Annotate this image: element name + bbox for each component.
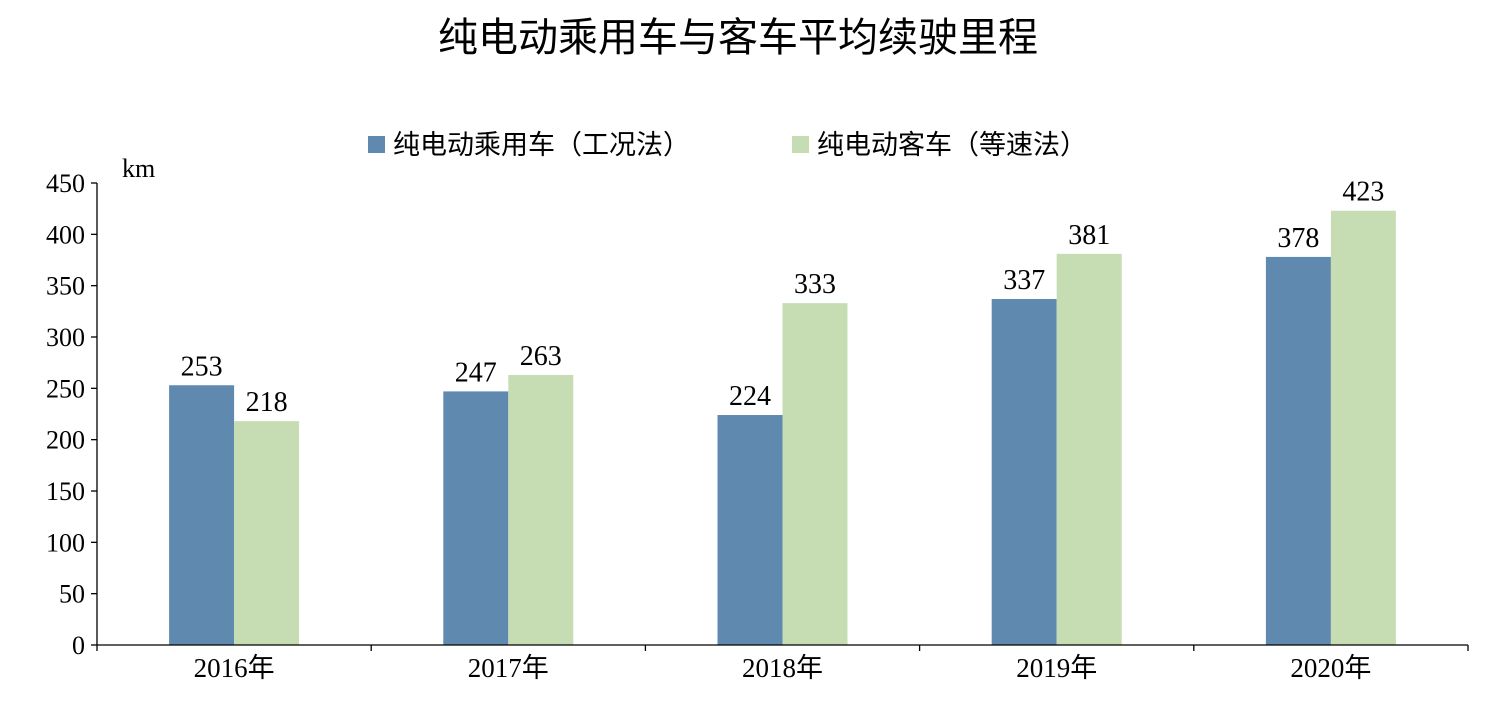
data-label: 337	[1003, 265, 1045, 296]
data-label: 263	[520, 341, 562, 372]
x-tick-label: 2018年	[742, 653, 823, 683]
y-tick-label: 0	[72, 631, 85, 660]
y-axis-unit: km	[122, 154, 155, 183]
y-tick-label: 200	[46, 426, 85, 455]
y-tick-label: 450	[46, 169, 85, 198]
y-axis: 0 50 100 150 200 250 300 350 400 450	[46, 169, 98, 660]
data-label: 253	[181, 351, 223, 382]
bar-passenger-2017年	[443, 391, 509, 645]
data-label: 224	[729, 381, 771, 412]
bar-bus-2019年	[1056, 253, 1122, 645]
x-tick-label: 2017年	[468, 653, 549, 683]
legend-label-passenger: 纯电动乘用车（工况法）	[393, 130, 690, 161]
data-label: 218	[246, 387, 288, 418]
x-axis: 2016年 2017年 2018年 2019年 2020年	[96, 644, 1469, 683]
legend-swatch-passenger	[368, 136, 385, 153]
x-tick-label: 2020年	[1290, 653, 1371, 683]
data-label: 247	[455, 357, 497, 388]
y-tick-label: 150	[46, 477, 85, 506]
data-label: 381	[1068, 220, 1110, 251]
y-tick-label: 100	[46, 528, 85, 557]
bar-passenger-2019年	[991, 299, 1057, 645]
data-label: 333	[794, 269, 836, 300]
bars	[169, 210, 1396, 645]
bar-bus-2018年	[782, 303, 848, 645]
data-labels: 253 218 247 263 224 333 337 381 378 423	[181, 177, 1385, 418]
bar-passenger-2016年	[169, 385, 235, 645]
y-tick-label: 400	[46, 220, 85, 249]
bar-passenger-2018年	[717, 415, 783, 645]
bar-passenger-2020年	[1265, 256, 1331, 645]
chart-title: 纯电动乘用车与客车平均续驶里程	[438, 15, 1038, 61]
x-tick-label: 2019年	[1016, 653, 1097, 683]
y-tick-label: 350	[46, 272, 85, 301]
data-label: 378	[1277, 223, 1319, 254]
bar-bus-2020年	[1330, 210, 1396, 645]
legend-label-bus: 纯电动客车（等速法）	[817, 130, 1087, 161]
legend-swatch-bus	[792, 136, 809, 153]
bar-bus-2016年	[234, 421, 300, 645]
data-label: 423	[1342, 177, 1384, 208]
y-tick-label: 300	[46, 323, 85, 352]
legend: 纯电动乘用车（工况法） 纯电动客车（等速法）	[368, 130, 1087, 161]
y-tick-label: 250	[46, 374, 85, 403]
y-tick-label: 50	[59, 580, 85, 609]
bar-bus-2017年	[508, 374, 574, 645]
x-tick-label: 2016年	[194, 653, 275, 683]
